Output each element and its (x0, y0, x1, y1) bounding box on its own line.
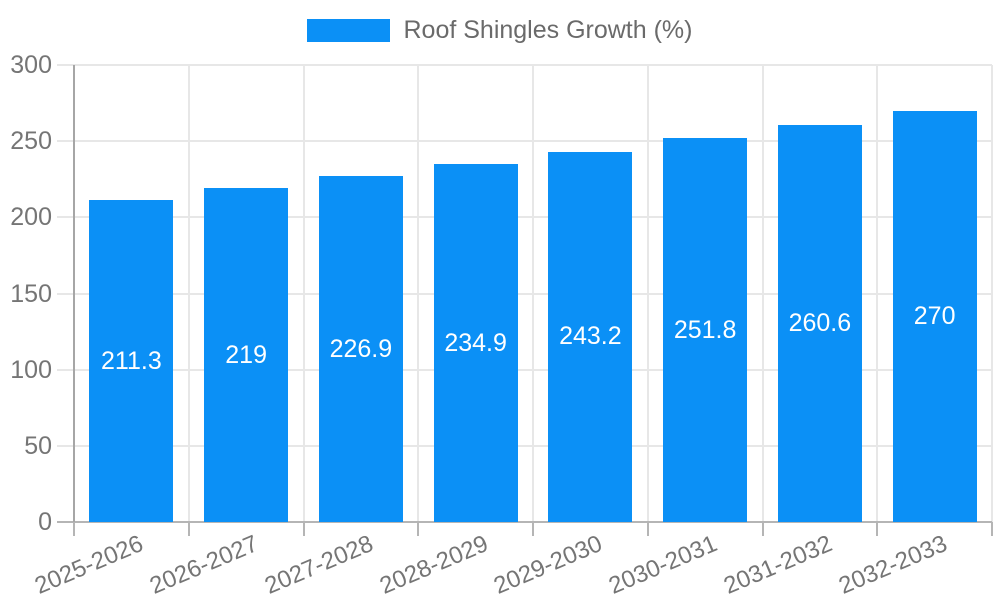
y-axis-label-250: 250 (10, 127, 52, 156)
bar-2025-2026[interactable]: 211.3 (89, 200, 174, 522)
gridline-horizontal (57, 444, 992, 447)
bar-2032-2033[interactable]: 270 (892, 110, 977, 522)
y-axis-label-300: 300 (10, 51, 52, 79)
gridline-horizontal (57, 216, 992, 219)
bar-value-label: 211.3 (101, 346, 162, 375)
bar-2029-2030[interactable]: 243.2 (548, 151, 633, 522)
bar-value-label: 260.6 (788, 309, 852, 338)
bar-value-label: 226.9 (329, 334, 393, 363)
y-axis-label-0: 0 (38, 508, 52, 536)
gridline-horizontal (57, 368, 992, 371)
x-axis-tick (876, 522, 879, 536)
bar-2031-2032[interactable]: 260.6 (777, 125, 862, 522)
bar-value-label: 243.2 (559, 322, 622, 351)
legend[interactable]: Roof Shingles Growth (%) (0, 16, 1000, 45)
bar-value-label: 234.9 (444, 328, 507, 357)
legend-label: Roof Shingles Growth (%) (403, 16, 693, 44)
bar-2027-2028[interactable]: 226.9 (318, 176, 403, 522)
y-axis-line (73, 65, 75, 522)
plot-area: 211.3 219 226.9 234.9 243.2 251.8 260.6 270 (57, 64, 993, 536)
y-axis-label-100: 100 (10, 355, 52, 384)
x-axis-tick (991, 522, 993, 536)
y-axis-label-150: 150 (10, 279, 52, 308)
x-axis-tick (417, 522, 420, 536)
x-axis-tick (302, 522, 305, 536)
y-axis-label-50: 50 (24, 431, 52, 460)
bar-value-label: 219 (225, 340, 267, 369)
gridline-horizontal (57, 64, 992, 66)
x-axis-baseline (57, 521, 992, 523)
bar-value-label: 251.8 (673, 315, 737, 344)
x-axis-tick (646, 522, 649, 536)
gridline-horizontal (57, 292, 992, 295)
x-axis-tick (761, 522, 764, 536)
bar-2026-2027[interactable]: 219 (204, 188, 289, 522)
x-axis-tick (73, 522, 75, 536)
bar-2028-2029[interactable]: 234.9 (433, 164, 518, 522)
gridline-horizontal (57, 140, 992, 143)
x-axis-tick (187, 522, 190, 536)
bar-2030-2031[interactable]: 251.8 (663, 138, 748, 522)
legend-swatch (307, 19, 391, 42)
x-axis-tick (532, 522, 534, 536)
gridline-vertical (991, 65, 993, 522)
y-axis-label-200: 200 (10, 203, 52, 232)
bar-value-label: 270 (913, 301, 956, 330)
